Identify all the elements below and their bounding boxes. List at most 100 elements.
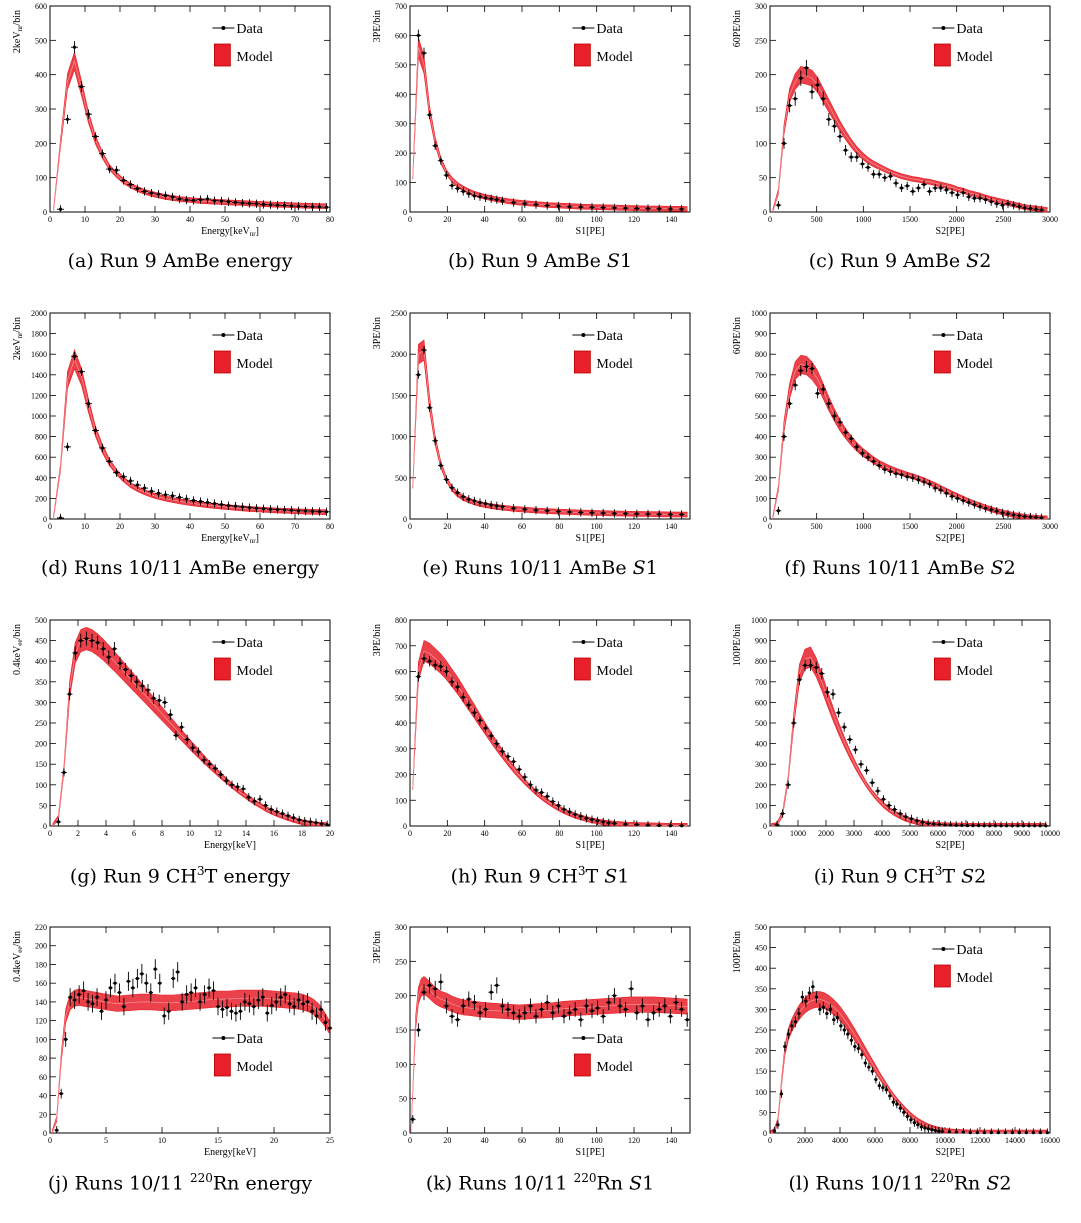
data-point [893,179,899,188]
y-tick-label: 1400 [31,371,47,380]
data-point [499,998,506,1014]
data-point [923,1123,927,1133]
data-point [229,780,235,789]
model-line [772,364,1048,520]
x-tick-label: 120 [628,522,640,531]
x-tick-label: 0 [48,1136,52,1145]
data-point [606,994,612,1011]
chart-caption: (b) Run 9 AmBe S1 [447,250,633,272]
data-point [987,821,993,828]
data-point [1016,511,1022,519]
chart-caption: (c) Run 9 AmBe S2 [808,250,992,272]
data-point [887,172,894,181]
x-tick-label: 16 [270,829,278,838]
data-point [443,171,450,180]
y-tick-label: 2000 [391,350,407,359]
chart-panel: 0 5 10 15 20 25 0 20 40 60 80 100 120 140 160 180 200 220… [0,921,360,1223]
data-point [870,1067,875,1076]
chart-svg: 0 1000 2000 3000 4000 5000 6000 7000 8000 9000 100… [732,616,1060,851]
data-point [454,1012,461,1027]
data-point [544,506,550,515]
data-point [893,469,899,478]
data-point [898,1104,903,1113]
data-point [81,981,86,1000]
data-point [134,480,141,490]
data-point [783,1041,787,1052]
x-tick-label: 70 [291,215,299,224]
data-point [634,820,640,827]
legend-data-label: Data [596,636,623,651]
x-tick-label: 10 [81,215,89,224]
data-point [622,509,629,518]
y-tick-label: 200 [35,942,47,951]
y-axis-label: 2keVnr/bin [12,10,24,53]
data-point [881,1083,885,1092]
y-tick-label: 1500 [391,391,407,400]
x-tick-label: 60 [256,215,264,224]
legend-model-label: Model [956,971,993,986]
y-tick-label: 120 [35,1017,47,1026]
data-point [1010,510,1017,519]
legend-data-label: Data [596,329,623,344]
y-axis-label: 3PE/bin [372,10,383,42]
x-tick-label: 40 [481,215,489,224]
x-tick-label: 30 [151,215,159,224]
x-tick-label: 4000 [874,829,890,838]
data-point [78,633,84,648]
data-point [818,1003,822,1016]
data-point [432,436,438,445]
data-point [611,987,618,1004]
data-point [961,1128,966,1134]
data-point [148,487,155,496]
data-point [832,1014,836,1026]
data-point [285,811,291,820]
x-tick-label: 10000 [935,1136,955,1145]
y-tick-label: 50 [39,801,47,810]
data-point [828,1003,833,1016]
data-point [814,388,821,399]
x-tick-label: 20 [116,215,124,224]
data-point [589,815,595,824]
x-tick-label: 5 [104,1136,108,1145]
x-tick-label: 7000 [958,829,974,838]
y-tick-label: 300 [755,1005,767,1014]
data-point [821,1001,826,1014]
x-tick-label: 50 [221,522,229,531]
data-point [220,1000,225,1019]
chart-svg: 0 500 1000 1500 2000 2500 3000 0 50 100 150 200 250 3… [732,2,1058,237]
y-tick-label: 0 [403,515,407,524]
y-axis-label: 0.4keVee/bin [12,931,24,982]
data-point [144,973,149,993]
data-point [645,1012,651,1027]
model-band [412,639,688,827]
data-point [188,983,194,1002]
data-point [837,130,843,143]
data-point [792,91,798,106]
data-point [421,47,427,59]
y-tick-label: 400 [755,964,767,973]
y-tick-label: 0 [43,208,47,217]
data-point [190,196,197,205]
y-axis-label: 3PE/bin [372,624,383,656]
data-point [139,964,145,984]
data-point [176,194,183,204]
data-point [600,817,606,826]
x-axis-label: S1[PE] [576,226,605,237]
data-point [947,821,954,827]
y-tick-label: 150 [35,760,47,769]
model-line [770,999,1048,1134]
data-point [510,504,517,513]
y-tick-label: 400 [755,740,767,749]
y-tick-label: 450 [755,944,767,953]
data-point [656,1002,662,1017]
data-point [184,734,190,745]
x-tick-label: 1000 [790,829,806,838]
y-tick-label: 700 [755,678,767,687]
data-point [910,473,916,482]
data-point [218,196,225,206]
data-point [870,457,877,466]
y-tick-label: 100 [35,174,47,183]
data-point [594,816,601,825]
data-point [959,821,965,827]
y-tick-label: 400 [35,71,47,80]
